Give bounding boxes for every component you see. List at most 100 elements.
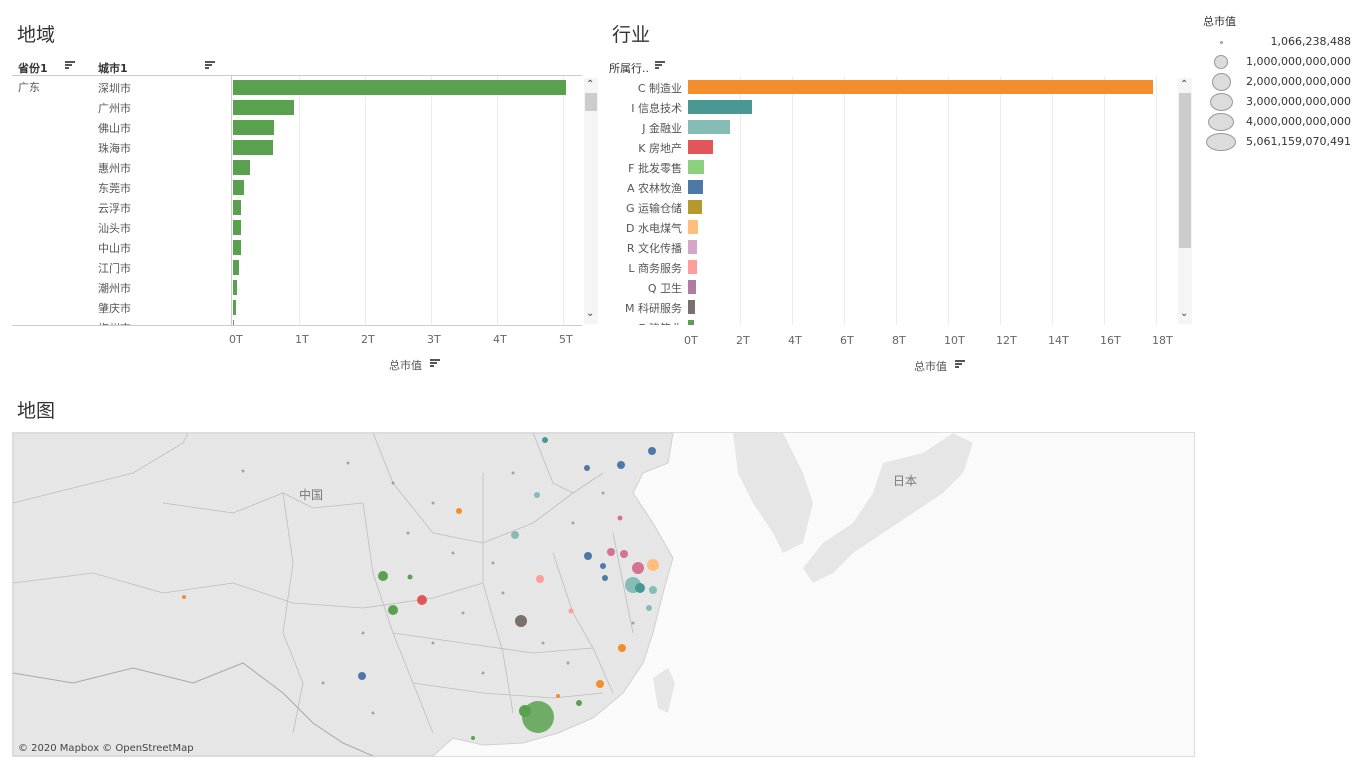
region-rows: 深圳市广州市佛山市珠海市惠州市东莞市云浮市汕头市中山市江门市潮州市肇庆市梅州市	[0, 76, 600, 325]
region-axis-line	[231, 75, 232, 326]
region-gridline	[365, 76, 366, 325]
region-scroll-up-icon[interactable]: ⌃	[586, 79, 595, 90]
korea-landmass	[733, 433, 813, 553]
region-row-label: 梅州市	[98, 320, 131, 325]
legend-title: 总市值	[1203, 15, 1236, 28]
industry-row-label: K 房地产	[638, 142, 682, 155]
map-point-nanchang	[568, 608, 574, 614]
industry-bar[interactable]	[688, 180, 704, 194]
map-attribution: © 2020 Mapbox © OpenStreetMap	[18, 743, 194, 754]
industry-row-label: E 建筑业	[639, 320, 682, 325]
industry-axis-title: 总市值	[914, 360, 947, 373]
industry-scroll-thumb[interactable]	[1179, 93, 1191, 248]
map-point-wuxi	[620, 550, 628, 558]
region-bar[interactable]	[233, 260, 239, 275]
region-bar[interactable]	[233, 140, 273, 155]
map-point-wuhan	[536, 575, 544, 583]
region-row-label: 东莞市	[98, 182, 131, 195]
industry-bar[interactable]	[688, 80, 1154, 94]
industry-gridline	[948, 76, 949, 325]
region-row-label: 汕头市	[98, 222, 131, 235]
region-axis-title: 总市值	[389, 359, 422, 372]
industry-row-label: I 信息技术	[631, 102, 682, 115]
map-point-shijiazhuang	[542, 437, 548, 443]
region-row-label: 中山市	[98, 242, 131, 255]
region-bar[interactable]	[233, 200, 241, 215]
region-bar[interactable]	[233, 280, 237, 295]
region-scroll-down-icon[interactable]: ⌄	[586, 308, 595, 319]
map-point-hangzhou	[647, 559, 659, 571]
industry-row-label: D 水电煤气	[626, 222, 682, 235]
industry-bar[interactable]	[688, 140, 713, 154]
map-point-guangzhou	[519, 705, 531, 717]
map-small-points	[241, 461, 635, 715]
region-bar[interactable]	[233, 220, 241, 235]
region-bar[interactable]	[233, 240, 241, 255]
industry-header[interactable]: 所属行..	[609, 62, 649, 75]
industry-bar[interactable]	[688, 240, 698, 254]
industry-scroll-up-icon[interactable]: ⌃	[1180, 79, 1189, 90]
industry-sort-icon[interactable]	[655, 61, 665, 69]
map-point-wuhu	[600, 563, 606, 569]
map-point-lanzhou	[182, 595, 186, 599]
industry-row-label: L 商务服务	[628, 262, 682, 275]
region-row-label: 潮州市	[98, 282, 131, 295]
map-point-yantai	[617, 461, 625, 469]
region-bar[interactable]	[233, 320, 235, 325]
map-view[interactable]: 中国 日本	[12, 432, 1195, 757]
region-axis-tick: 3T	[427, 333, 441, 346]
industry-bar[interactable]	[688, 100, 752, 114]
map-point-kunming	[358, 672, 366, 680]
legend-item-label: 5,061,159,070,491	[1246, 135, 1351, 148]
region-row-label: 江门市	[98, 262, 131, 275]
industry-axis-tick: 2T	[736, 334, 750, 347]
industry-rows: C 制造业 I 信息技术 J 金融业 K 房地产 F 批发零售 A 农林牧渔 G 运输仓储 D…	[600, 76, 1180, 325]
industry-gridline	[740, 76, 741, 325]
map-point-fuzhou	[596, 680, 604, 688]
region-scrollbar[interactable]: ⌃ ⌄	[584, 78, 598, 324]
region-bar[interactable]	[233, 100, 295, 115]
region-bar[interactable]	[233, 300, 236, 315]
region-axis-tick: 2T	[361, 333, 375, 346]
map-point-chengdu	[388, 605, 398, 615]
region-axis-tick: 5T	[559, 333, 573, 346]
region-gridline	[563, 76, 564, 325]
map-point-taizhou	[602, 575, 608, 581]
industry-bar[interactable]	[688, 280, 696, 294]
province-sort-icon[interactable]	[65, 61, 75, 69]
map-label-japan: 日本	[893, 474, 917, 488]
map-points[interactable]	[182, 437, 659, 740]
industry-row-label: A 农林牧渔	[626, 182, 682, 195]
industry-bar[interactable]	[688, 120, 730, 134]
city-header[interactable]: 城市1	[98, 60, 128, 76]
province-header-label: 省份1	[18, 62, 48, 75]
region-bar[interactable]	[233, 180, 245, 195]
region-bar[interactable]	[233, 160, 251, 175]
industry-bar[interactable]	[688, 200, 702, 214]
country-border	[13, 662, 374, 756]
province-cell: 广东	[18, 81, 40, 94]
legend-item-label: 2,000,000,000,000	[1246, 75, 1351, 88]
region-scroll-thumb[interactable]	[585, 93, 597, 111]
region-bar[interactable]	[233, 120, 274, 135]
city-sort-icon[interactable]	[205, 61, 215, 69]
industry-scrollbar[interactable]: ⌃ ⌄	[1178, 78, 1192, 324]
industry-bar[interactable]	[688, 260, 697, 274]
industry-scroll-down-icon[interactable]: ⌄	[1180, 308, 1189, 319]
map-point-wenzhou	[618, 644, 626, 652]
industry-bar[interactable]	[688, 320, 694, 325]
industry-axis-sort-icon[interactable]	[955, 360, 965, 368]
industry-bar[interactable]	[688, 160, 705, 174]
industry-axis-tick: 16T	[1100, 334, 1121, 347]
legend-item-label: 4,000,000,000,000	[1246, 115, 1351, 128]
industry-bar[interactable]	[688, 300, 696, 314]
map-svg[interactable]: 中国 日本	[13, 433, 1194, 756]
map-point-xian	[378, 571, 388, 581]
region-bar[interactable]	[233, 80, 567, 95]
region-axis-sort-icon[interactable]	[430, 359, 440, 367]
region-row-label: 云浮市	[98, 202, 131, 215]
province-header[interactable]: 省份1	[18, 60, 48, 76]
map-point-haikou	[556, 694, 560, 698]
industry-bar[interactable]	[688, 220, 698, 234]
industry-row-label: R 文化传播	[626, 242, 682, 255]
